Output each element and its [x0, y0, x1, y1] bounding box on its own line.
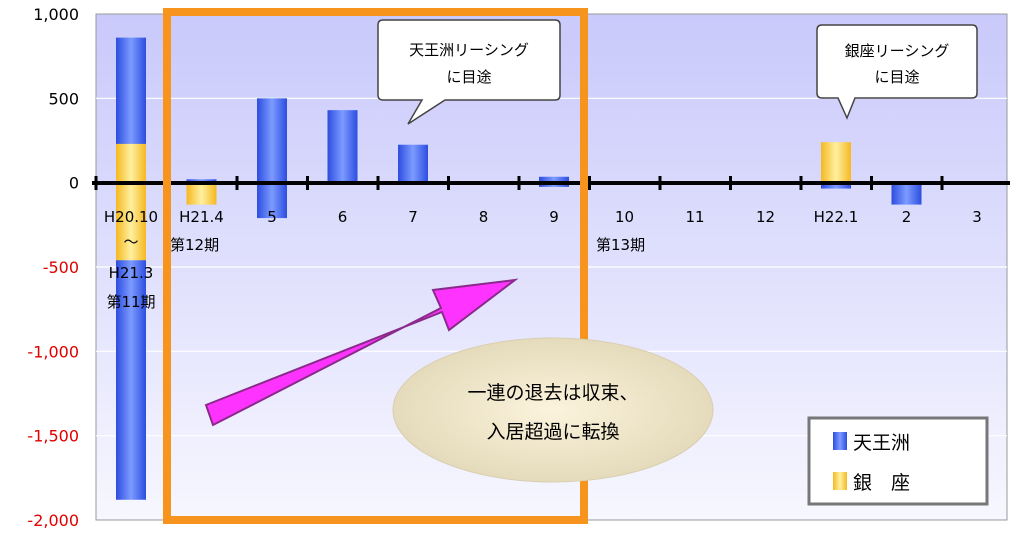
callout-left-line-1: 天王洲リーシング	[409, 41, 529, 59]
x-axis-labels: H20.10 H21.4 5 6 7 8 9 10 11 12 H22.1 2 3 ～ H21.3 第11期 第…	[104, 208, 982, 311]
x-tick-label: 12	[756, 208, 775, 226]
legend-label-tennozu: 天王洲	[853, 432, 910, 454]
bar-tennozu-positive	[257, 98, 287, 183]
x-tick-label: 2	[902, 208, 912, 226]
y-tick-label: 1,000	[33, 5, 79, 24]
x-tick-label: 6	[338, 208, 348, 226]
x-sub-label: 第13期	[596, 236, 645, 254]
x-tick-label: 3	[972, 208, 982, 226]
y-axis: 1,000 500 0 -500 -1,000 -1,500 -2,000	[27, 5, 79, 530]
y-tick-label: -1,000	[27, 342, 79, 361]
callout-left-line-2: に目途	[446, 68, 491, 86]
x-sub-label: H21.3	[109, 264, 154, 282]
bars	[116, 37, 922, 500]
bar-ginza-negative	[186, 182, 217, 205]
summary-ellipse: 一連の退去は収束、 入居超過に転換	[392, 337, 714, 483]
y-tick-label: 0	[69, 174, 79, 193]
bar-tennozu-negative	[891, 182, 922, 205]
x-axis-ticks	[94, 176, 944, 190]
legend-label-ginza: 銀 座	[853, 472, 910, 494]
trend-arrow	[204, 278, 519, 427]
summary-line-1: 一連の退去は収束、	[467, 382, 638, 404]
summary-line-2: 入居超過に転換	[486, 421, 619, 443]
y-tick-label: -2,000	[27, 511, 79, 530]
x-sub-label: 第12期	[170, 236, 219, 254]
bar-tennozu-positive	[327, 110, 358, 183]
x-tick-label: 5	[267, 208, 277, 226]
bar-ginza-positive	[821, 142, 851, 183]
y-tick-label: 500	[48, 89, 79, 108]
x-tick-label: H22.1	[814, 208, 859, 226]
bar-tennozu-positive	[539, 176, 569, 183]
x-tick-label: 7	[408, 208, 418, 226]
x-tick-label: 11	[685, 208, 704, 226]
callout-right: 銀座リーシング に目途	[816, 24, 978, 120]
callout-left: 天王洲リーシング に目途	[377, 19, 561, 125]
legend-swatch-tennozu	[833, 432, 847, 450]
bar-tennozu-positive	[186, 179, 217, 183]
bar-ginza-positive	[116, 143, 146, 183]
y-tick-label: -500	[43, 258, 79, 277]
x-tick-label: H20.10	[104, 208, 158, 226]
x-tick-label: 9	[549, 208, 559, 226]
x-tick-label: H21.4	[179, 208, 224, 226]
legend: 天王洲 銀 座	[807, 416, 989, 506]
callout-right-line-1: 銀座リーシング	[845, 42, 950, 60]
bar-tennozu-negative	[257, 182, 287, 219]
bar-tennozu-negative	[821, 182, 851, 189]
y-tick-label: -1,500	[27, 427, 79, 446]
bar-tennozu-positive	[398, 144, 428, 183]
x-sub-label: ～	[123, 233, 138, 251]
bar-ginza-negative	[116, 182, 146, 261]
x-sub-label: 第11期	[106, 293, 155, 311]
x-tick-label: 10	[615, 208, 634, 226]
x-tick-label: 8	[479, 208, 489, 226]
legend-swatch-ginza	[833, 472, 847, 490]
callout-right-line-2: に目途	[874, 68, 919, 86]
highlight-box	[163, 8, 588, 524]
